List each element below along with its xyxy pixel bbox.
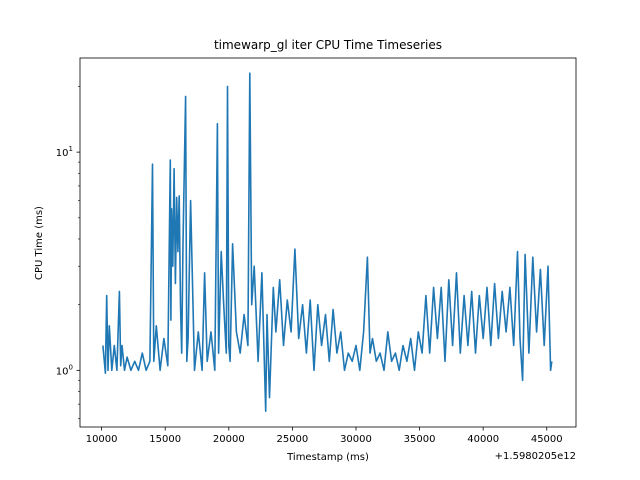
x-tick-label: 25000 bbox=[276, 434, 308, 445]
axes: 10000 15000 20000 25000 30000 35000 40000 45000… bbox=[56, 57, 577, 445]
x-axis-offset-label: +1.5980205e12 bbox=[495, 451, 576, 462]
axes-frame bbox=[79, 57, 577, 428]
x-tick-label: 35000 bbox=[404, 434, 436, 445]
x-tick-label: 30000 bbox=[340, 434, 372, 445]
y-axis-label: CPU Time (ms) bbox=[34, 206, 45, 280]
x-tick-label: 40000 bbox=[467, 434, 499, 445]
x-axis-label: Timestamp (ms) bbox=[286, 452, 369, 463]
x-tick-label: 15000 bbox=[149, 434, 181, 445]
y-tick-label: 100 bbox=[56, 363, 73, 377]
series-line-0 bbox=[102, 72, 553, 413]
chart-title: timewarp_gl iter CPU Time Timeseries bbox=[214, 38, 442, 52]
y-tick-label: 101 bbox=[56, 145, 73, 159]
x-tick-label: 45000 bbox=[531, 434, 563, 445]
plot-area bbox=[102, 72, 553, 413]
x-tick-label: 10000 bbox=[86, 434, 118, 445]
x-tick-label: 20000 bbox=[213, 434, 245, 445]
